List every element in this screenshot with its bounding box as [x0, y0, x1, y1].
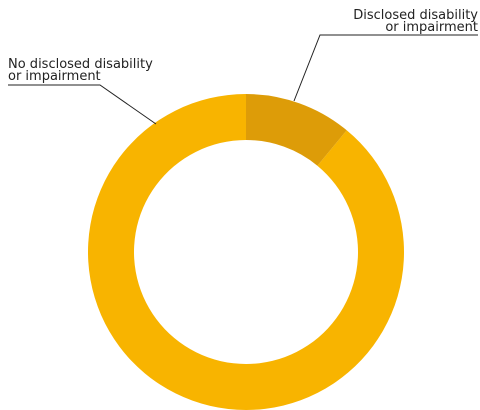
leader-line-no-disclosed: [8, 85, 156, 124]
label-no-disclosed-disability: No disclosed disability or impairment: [8, 59, 153, 83]
label-disclosed-disability: Disclosed disability or impairment: [353, 10, 478, 34]
donut-slice-0: [88, 94, 404, 410]
leader-line-disclosed: [294, 35, 478, 101]
label-disclosed-disability-line2: or impairment: [353, 22, 478, 34]
label-no-disclosed-disability-line2: or impairment: [8, 71, 153, 83]
